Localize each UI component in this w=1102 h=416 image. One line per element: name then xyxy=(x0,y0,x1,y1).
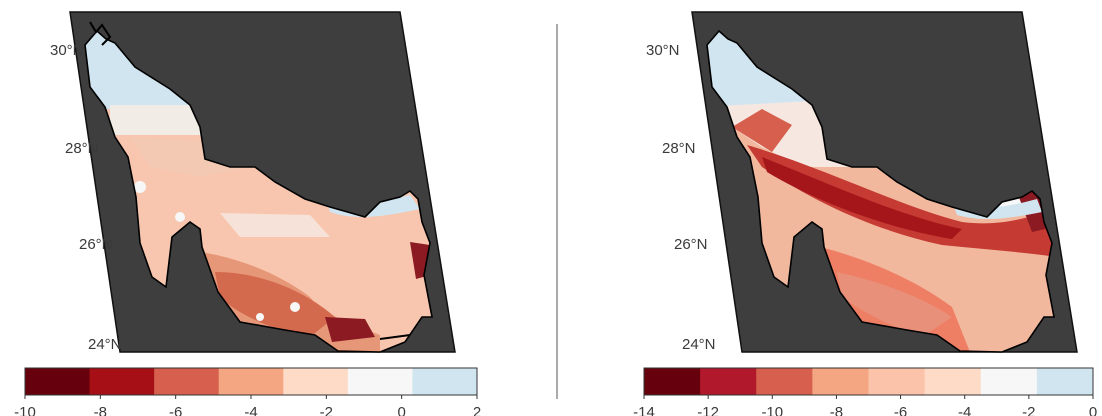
right-colorbar-tick-label: 0 xyxy=(1089,404,1097,416)
left-colorbar-tick-label: 2 xyxy=(473,404,481,416)
left-colorbar-tick-label: -2 xyxy=(320,404,333,416)
left-map-frame xyxy=(69,11,456,353)
right-colorbar-segment xyxy=(812,368,869,395)
left-colorbar-tick-label: -8 xyxy=(94,404,107,416)
left-colorbar-tick-label: -10 xyxy=(14,404,36,416)
right-map-frame xyxy=(691,11,1078,353)
right-colorbar: -14 -12 -10 -8 -6 -4 -2 0 xyxy=(633,367,1097,416)
right-colorbar-border xyxy=(643,367,1094,396)
left-colorbar-segment xyxy=(218,368,284,395)
right-map-panel: 30°N 28°N 26°N 24°N -14 -12 -10 -8 -6 -4 -2 0 xyxy=(633,11,1097,416)
right-colorbar-segment xyxy=(924,368,982,395)
right-colorbar-tick-label: -12 xyxy=(697,404,719,416)
left-colorbar-segment xyxy=(347,368,413,395)
right-colorbar-tick-label: -4 xyxy=(958,404,971,416)
left-colorbar-segment xyxy=(283,368,349,395)
left-lat-label-30n: 30°N xyxy=(50,42,84,59)
right-lat-label-30n: 30°N xyxy=(646,42,680,59)
left-colorbar-segment xyxy=(89,368,155,395)
left-colorbar: -10 -8 -6 -4 -2 0 2 xyxy=(14,367,481,416)
right-colorbar-tick-label: -14 xyxy=(633,404,655,416)
right-colorbar-segment xyxy=(700,368,757,395)
right-colorbar-tick-label: -10 xyxy=(761,404,783,416)
left-lat-label-28n: 28°N xyxy=(65,140,99,157)
left-lat-label-24n: 24°N xyxy=(88,336,122,353)
left-colorbar-tick-label: -6 xyxy=(169,404,182,416)
right-colorbar-segment xyxy=(756,368,813,395)
right-colorbar-tick-label: -8 xyxy=(830,404,843,416)
left-map-panel: 30°N 28°N 26°N 24°N -10 -8 -6 -4 -2 0 2 xyxy=(14,11,481,416)
left-colorbar-segment xyxy=(154,368,220,395)
right-colorbar-tick-label: -2 xyxy=(1022,404,1035,416)
right-colorbar-segment xyxy=(868,368,926,395)
right-lat-label-28n: 28°N xyxy=(662,140,696,157)
right-colorbar-segment xyxy=(644,368,701,395)
left-colorbar-tick-label: -4 xyxy=(244,404,257,416)
right-lat-label-24n: 24°N xyxy=(682,336,716,353)
right-colorbar-tick-label: -6 xyxy=(894,404,907,416)
left-colorbar-tick-label: 0 xyxy=(397,404,405,416)
right-colorbar-segment xyxy=(1036,368,1094,395)
right-colorbar-segment xyxy=(980,368,1038,395)
right-lat-label-26n: 26°N xyxy=(674,236,708,253)
left-colorbar-segment xyxy=(412,368,478,395)
left-lat-label-26n: 26°N xyxy=(79,236,113,253)
left-colorbar-segment xyxy=(25,368,91,395)
